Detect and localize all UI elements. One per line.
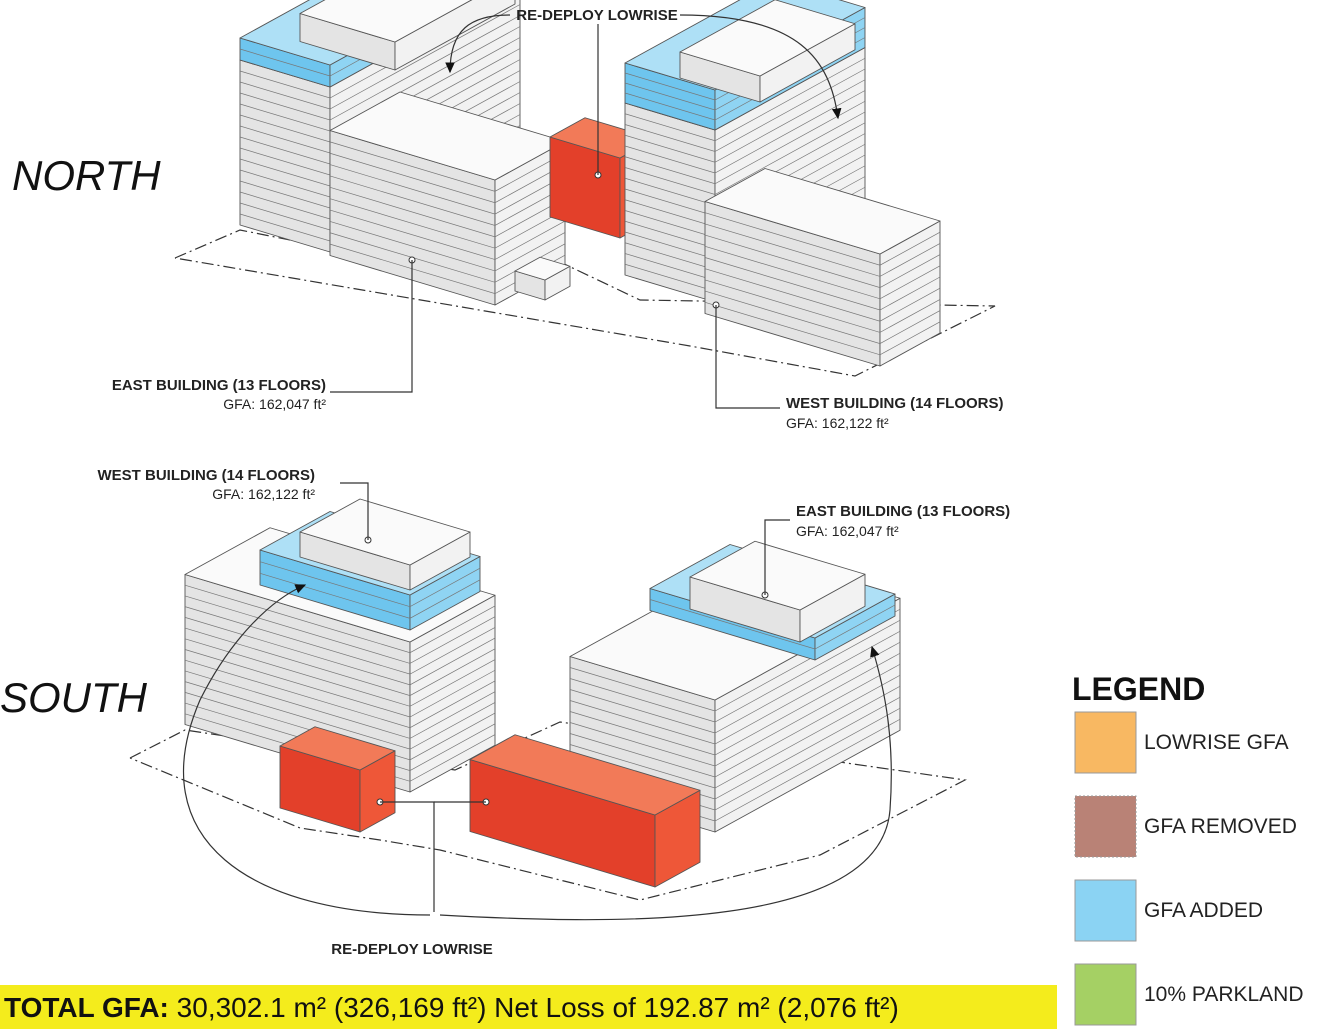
callout: RE-DEPLOY LOWRISE	[516, 7, 677, 24]
building-gfa: GFA: 162,047 ft²	[223, 396, 326, 412]
drawing	[130, 0, 995, 900]
building-name: WEST BUILDING (14 FLOORS)	[98, 467, 316, 484]
legend-label: 10% PARKLAND	[1144, 983, 1304, 1006]
legend-swatch	[1075, 964, 1136, 1025]
legend-swatch	[1075, 712, 1136, 773]
legend: LEGEND LOWRISE GFA GFA REMOVED GFA ADDED 10…	[1072, 671, 1304, 1025]
total-text: TOTAL GFA: 30,302.1 m² (326,169 ft²) Net…	[4, 992, 899, 1023]
view-label: NORTH	[12, 152, 161, 199]
legend-swatch	[1075, 880, 1136, 941]
building-gfa: GFA: 162,047 ft²	[796, 523, 899, 539]
legend-label: LOWRISE GFA	[1144, 731, 1289, 754]
face	[240, 60, 330, 252]
callout: RE-DEPLOY LOWRISE	[331, 941, 492, 958]
page: RE-DEPLOY LOWRISE NORTH EAST BUILDING (1…	[0, 0, 1330, 1029]
legend-title: LEGEND	[1072, 671, 1205, 707]
legend-label: GFA REMOVED	[1144, 815, 1297, 838]
total-label: TOTAL GFA:	[4, 992, 169, 1023]
building-name: EAST BUILDING (13 FLOORS)	[796, 503, 1010, 520]
view-label: SOUTH	[0, 674, 148, 721]
total-value: 30,302.1 m² (326,169 ft²) Net Loss of 19…	[177, 992, 899, 1023]
building-gfa: GFA: 162,122 ft²	[212, 486, 315, 502]
legend-swatch	[1075, 796, 1136, 857]
legend-label: GFA ADDED	[1144, 899, 1263, 922]
building-gfa: GFA: 162,122 ft²	[786, 415, 889, 431]
leader-line	[380, 802, 434, 912]
building-name: EAST BUILDING (13 FLOORS)	[112, 377, 326, 394]
leader-line	[330, 260, 412, 392]
building-name: WEST BUILDING (14 FLOORS)	[786, 395, 1004, 412]
